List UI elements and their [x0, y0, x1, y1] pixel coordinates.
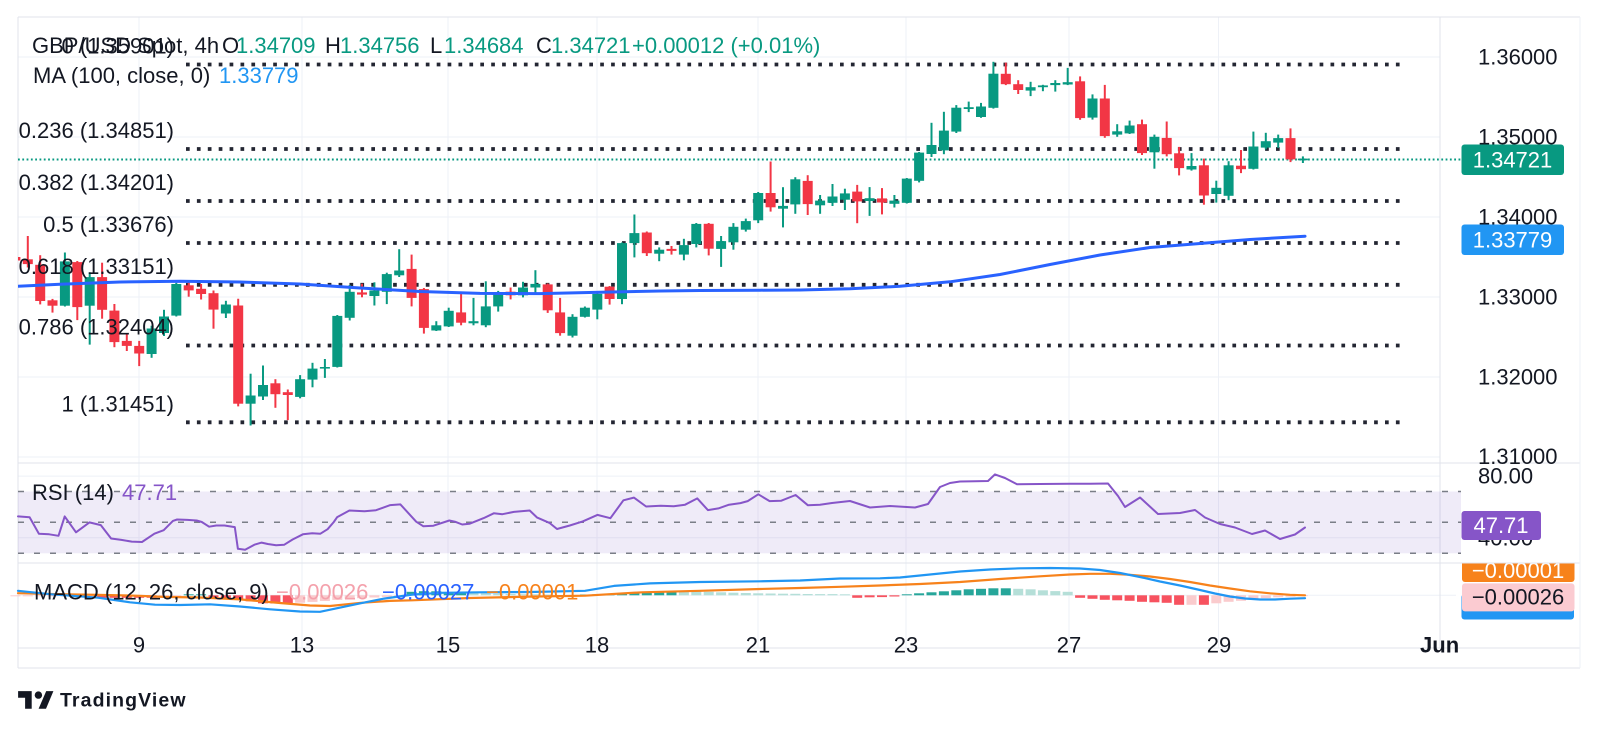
svg-text:13: 13 [290, 633, 314, 658]
svg-text:1.33779: 1.33779 [1473, 228, 1553, 253]
svg-text:1.32000: 1.32000 [1478, 365, 1558, 390]
svg-text:TradingView: TradingView [60, 690, 187, 712]
svg-text:Jun: Jun [1420, 633, 1459, 658]
svg-text:RSI (14): RSI (14) [32, 480, 114, 505]
svg-text:1.34721: 1.34721 [1473, 148, 1553, 173]
svg-text:−0.00001: −0.00001 [1472, 558, 1564, 583]
svg-text:0.236 (1.34851): 0.236 (1.34851) [19, 118, 174, 143]
svg-text:1.34721: 1.34721 [551, 33, 631, 58]
svg-text:23: 23 [894, 633, 918, 658]
svg-text:MACD (12, 26, close, 9): MACD (12, 26, close, 9) [34, 580, 269, 605]
svg-text:47.71: 47.71 [1473, 513, 1528, 538]
svg-text:L: L [430, 33, 442, 58]
svg-text:0.618 (1.33151): 0.618 (1.33151) [19, 254, 174, 279]
svg-text:H: H [325, 33, 341, 58]
svg-text:1 (1.31451): 1 (1.31451) [61, 391, 174, 416]
svg-text:1.34709: 1.34709 [236, 33, 316, 58]
svg-text:MA (100, close, 0): MA (100, close, 0) [33, 63, 210, 88]
svg-text:29: 29 [1207, 633, 1231, 658]
svg-text:1.34684: 1.34684 [444, 33, 524, 58]
svg-text:1.34756: 1.34756 [340, 33, 420, 58]
svg-text:27: 27 [1057, 633, 1081, 658]
svg-text:1.36000: 1.36000 [1478, 45, 1558, 70]
svg-text:1.33000: 1.33000 [1478, 285, 1558, 310]
svg-text:1.31000: 1.31000 [1478, 444, 1558, 469]
svg-text:0 (1.35901): 0 (1.35901) [61, 34, 174, 59]
svg-text:1.33779: 1.33779 [219, 63, 299, 88]
svg-text:9: 9 [133, 633, 145, 658]
svg-text:0.382 (1.34201): 0.382 (1.34201) [19, 170, 174, 195]
svg-text:−0.00027: −0.00027 [382, 580, 474, 605]
svg-text:−0.00026: −0.00026 [1472, 585, 1564, 610]
svg-text:O: O [222, 33, 239, 58]
svg-text:0.5 (1.33676): 0.5 (1.33676) [43, 212, 174, 237]
svg-text:21: 21 [746, 633, 770, 658]
svg-text:0.786 (1.32404): 0.786 (1.32404) [19, 315, 174, 340]
svg-text:18: 18 [585, 633, 609, 658]
svg-text:80.00: 80.00 [1478, 464, 1533, 489]
svg-text:GBP/USD Spot, 4h: GBP/USD Spot, 4h [32, 33, 219, 58]
svg-text:−0.00026: −0.00026 [276, 580, 368, 605]
svg-text:−0.00001: −0.00001 [486, 580, 578, 605]
svg-text:C: C [536, 33, 552, 58]
svg-text:+0.00012 (+0.01%): +0.00012 (+0.01%) [632, 33, 820, 58]
svg-text:15: 15 [436, 633, 460, 658]
svg-text:47.71: 47.71 [122, 480, 177, 505]
